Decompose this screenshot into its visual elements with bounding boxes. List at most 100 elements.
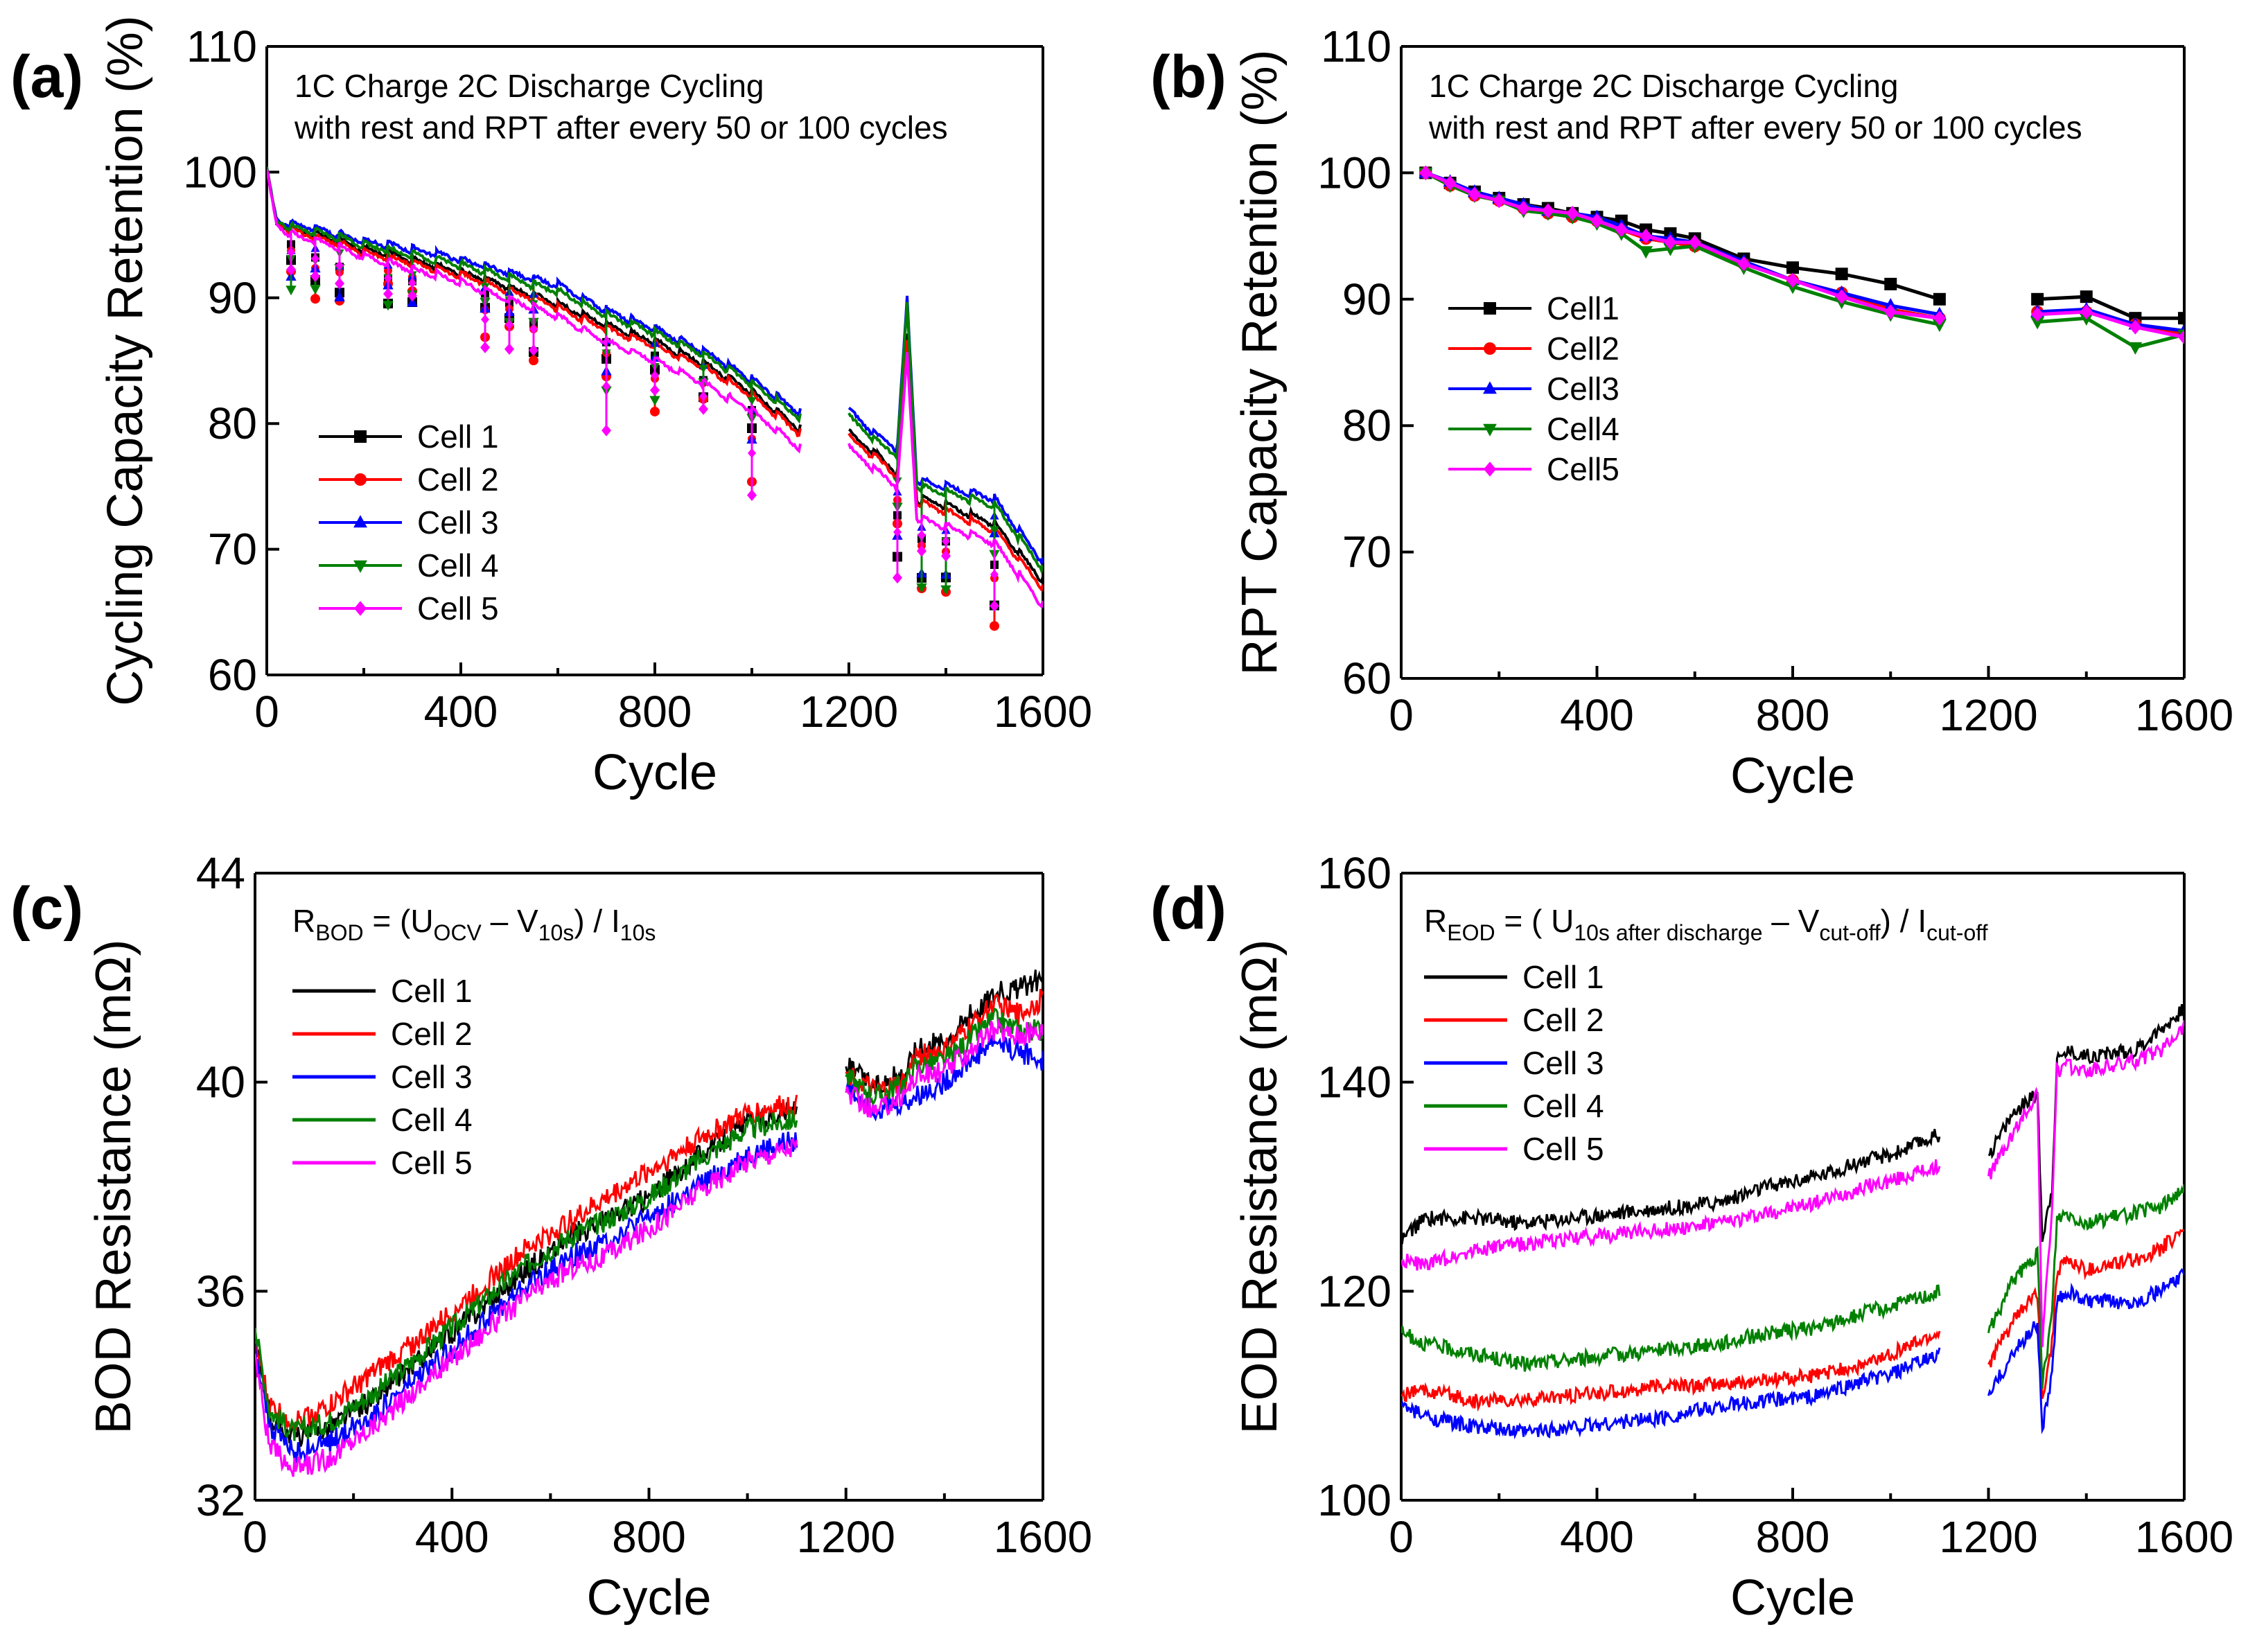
data-point <box>699 391 708 401</box>
data-point <box>2129 319 2142 335</box>
plot-area <box>255 969 1043 1477</box>
legend-label: Cell 5 <box>391 1145 473 1181</box>
panel-b: (b) 0 400 800 1200 1600 60 70 80 90 100 110 Cycle RPT… <box>1150 21 2233 804</box>
data-point <box>2031 306 2044 322</box>
data-point <box>1932 319 1947 333</box>
data-point <box>699 403 708 415</box>
y-tick-label: 40 <box>196 1057 245 1107</box>
x-tick-label: 0 <box>254 687 279 737</box>
data-point <box>1884 304 1897 319</box>
legend-label: Cell 2 <box>1522 1002 1604 1038</box>
plot-area <box>1419 165 2184 355</box>
legend-marker <box>354 473 367 486</box>
y-tick-label: 100 <box>1317 148 1391 197</box>
data-point <box>1786 272 1799 288</box>
x-tick-label: 400 <box>1560 690 1634 740</box>
data-point <box>2178 329 2184 345</box>
data-point <box>286 263 296 276</box>
data-point <box>1493 193 1506 209</box>
formula-subscript: OCV <box>434 920 482 945</box>
series-line-cell1 <box>1425 171 2184 320</box>
y-tick-label: 44 <box>196 848 245 898</box>
legend-marker <box>1483 423 1497 437</box>
data-point <box>2080 290 2093 304</box>
x-tick-label: 0 <box>1389 1512 1414 1562</box>
data-point <box>748 448 756 459</box>
data-point <box>407 297 418 307</box>
data-point <box>407 290 417 302</box>
data-point <box>310 270 320 282</box>
legend-item: Cell 3 <box>1424 1045 1604 1081</box>
legend-label: Cell1 <box>1547 290 1619 326</box>
legend-item: Cell1 <box>1448 290 1619 326</box>
data-point <box>2030 317 2045 330</box>
data-point <box>2080 304 2093 319</box>
legend-item: Cell 2 <box>319 462 499 498</box>
data-point <box>1786 261 1799 274</box>
data-point <box>1541 203 1554 218</box>
legend-item: Cell 3 <box>319 504 499 541</box>
legend-item: Cell 1 <box>1424 959 1604 995</box>
annotation-line: 1C Charge 2C Discharge Cycling <box>295 68 764 104</box>
data-point <box>1664 234 1677 250</box>
series-line-cell-2 <box>255 988 1043 1434</box>
legend-marker <box>353 560 367 573</box>
series-line-cell-5 <box>255 1017 1043 1477</box>
x-tick-label: 1600 <box>2135 1512 2233 1562</box>
data-point <box>1884 277 1897 290</box>
series-line-cell-4 <box>267 166 1043 575</box>
data-point <box>2031 292 2044 306</box>
x-axis-title: Cycle <box>1730 1570 1855 1626</box>
series-line-cell-1 <box>1401 1004 2184 1245</box>
data-point <box>1933 292 1946 306</box>
formula-text: ) / I <box>574 903 620 939</box>
data-point <box>2128 342 2143 355</box>
data-point <box>990 526 999 535</box>
y-tick-label: 100 <box>1317 1475 1391 1525</box>
legend-item: Cell3 <box>1448 371 1619 407</box>
data-point <box>1883 298 1898 311</box>
data-point <box>1933 310 1946 326</box>
data-point <box>1663 243 1678 256</box>
data-point <box>1737 256 1750 272</box>
data-point <box>1835 267 1848 281</box>
y-tick-label: 60 <box>208 650 257 700</box>
plot-area <box>1401 1004 2184 1440</box>
legend-marker <box>354 601 367 616</box>
data-point <box>747 489 757 501</box>
x-tick-label: 800 <box>1756 1512 1830 1562</box>
y-tick-label: 70 <box>1342 527 1391 577</box>
y-tick-label: 80 <box>208 398 257 448</box>
data-point <box>747 397 757 406</box>
series-line-cell-1 <box>255 969 1043 1447</box>
series-line-cell-2 <box>1401 1229 2184 1412</box>
legend-label: Cell 3 <box>391 1059 473 1095</box>
data-point <box>1468 186 1481 202</box>
data-point <box>2079 313 2093 326</box>
formula-text: = (U <box>364 903 434 939</box>
data-point <box>408 278 416 288</box>
series-line-cell-3 <box>1401 1267 2184 1440</box>
x-tick-label: 0 <box>1389 690 1414 740</box>
data-point <box>383 288 393 300</box>
data-point <box>529 344 538 356</box>
data-point <box>893 527 902 538</box>
data-point <box>940 585 951 595</box>
data-point <box>649 396 660 406</box>
x-axis-title: Cycle <box>1730 748 1855 804</box>
x-tick-label: 400 <box>415 1512 489 1562</box>
legend-label: Cell 2 <box>417 462 499 498</box>
data-point <box>601 424 611 437</box>
data-point <box>504 343 514 355</box>
legend-item: Cell 4 <box>292 1102 473 1138</box>
data-point <box>1688 234 1701 250</box>
data-point <box>529 355 538 366</box>
legend-label: Cell 1 <box>391 973 473 1009</box>
data-point <box>917 545 926 557</box>
panel-label: (c) <box>10 875 83 942</box>
data-point <box>942 536 950 547</box>
y-axis-title: RPT Capacity Retention (%) <box>1232 49 1288 675</box>
formula-subscript: EOD <box>1447 920 1495 945</box>
x-tick-label: 800 <box>612 1512 686 1562</box>
